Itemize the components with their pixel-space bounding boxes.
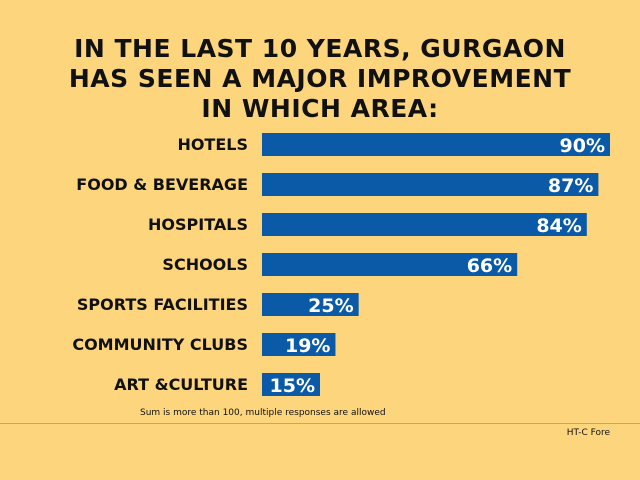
chart-title: IN THE LAST 10 YEARS, GURGAON HAS SEEN A… [0,34,640,124]
bar [262,173,599,196]
data-label: 66% [467,255,512,277]
bar [262,213,587,236]
credit: HT-C Fore [566,428,610,438]
data-label: 15% [270,375,315,397]
bar [262,293,359,316]
title-line-2: HAS SEEN A MAJOR IMPROVEMENT [68,64,572,93]
category-label: COMMUNITY CLUBS [72,335,248,354]
category-label: SPORTS FACILITIES [77,295,248,314]
bar [262,133,610,156]
title-line-1: IN THE LAST 10 YEARS, GURGAON [74,34,566,63]
data-label: 25% [308,295,353,317]
data-label: 87% [548,175,593,197]
category-label: HOSPITALS [148,215,248,234]
category-label: ART &CULTURE [114,375,248,394]
bar [262,373,320,396]
category-label: SCHOOLS [162,255,248,274]
divider [0,423,640,424]
data-label: 84% [536,215,581,237]
bar [262,333,336,356]
category-label: FOOD & BEVERAGE [76,175,248,194]
bar [262,253,518,276]
category-label: HOTELS [177,135,248,154]
title-line-3: IN WHICH AREA: [201,94,439,123]
data-label: 90% [560,135,605,157]
footnote: Sum is more than 100, multiple responses… [140,408,386,418]
data-label: 19% [285,335,330,357]
